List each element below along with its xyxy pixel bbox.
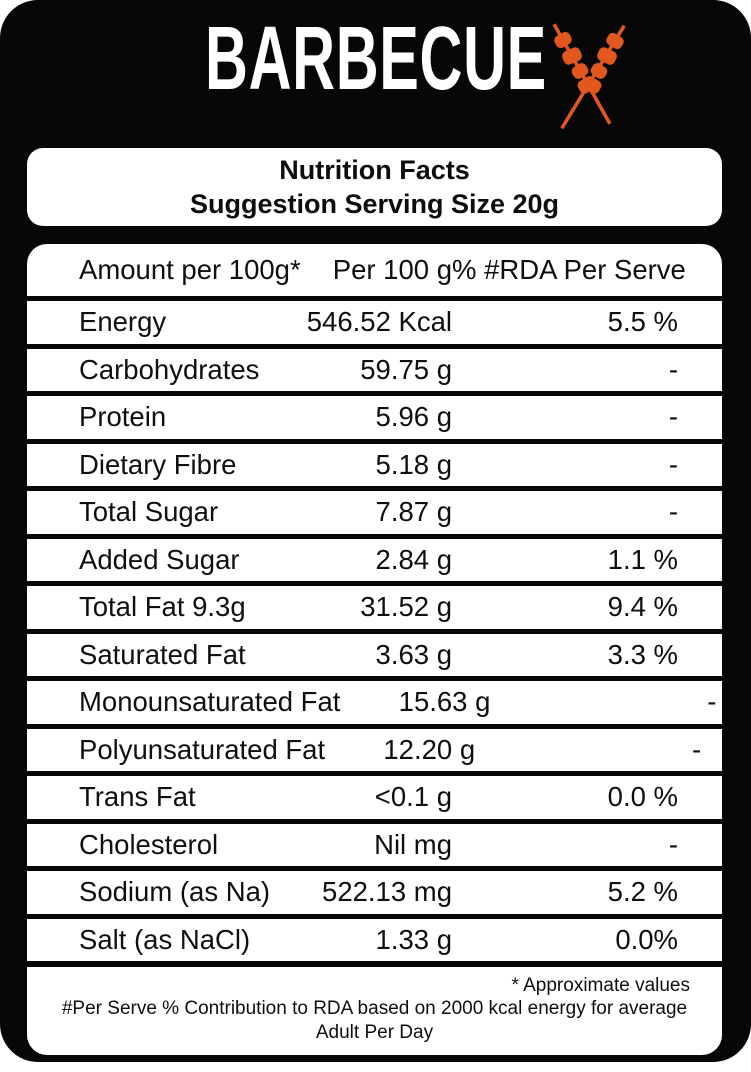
rda-value: 0.0 %	[607, 781, 678, 813]
col-header-rda: % #RDA Per Serve	[452, 254, 686, 285]
crossed-skewers-icon	[552, 23, 626, 130]
per100-value: 522.13 mg	[322, 876, 452, 908]
table-row: Energy 546.52 Kcal 5.5 %	[27, 301, 722, 344]
nutrient-label: Added Sugar	[79, 543, 240, 575]
nutrient-label: Polyunsaturated Fat	[79, 733, 326, 765]
footnotes-box: * Approximate values #Per Serve % Contri…	[27, 967, 722, 1055]
nutrient-label: Monounsaturated Fat	[79, 686, 341, 718]
nutrient-label: Carbohydrates	[79, 353, 260, 385]
rda-value: 5.5 %	[607, 306, 678, 338]
nutrient-label: Dietary Fibre	[79, 448, 237, 480]
nutrition-facts-box: Nutrition Facts Suggestion Serving Size …	[27, 148, 722, 226]
col-header-per100: Per 100 g	[332, 254, 452, 285]
table-row: Protein 5.96 g -	[27, 396, 722, 439]
col-header-amount: Amount per 100g*	[79, 254, 301, 285]
rda-value: 5.2 %	[607, 876, 678, 908]
nutrition-table-header: Amount per 100g* Per 100 g % #RDA Per Se…	[27, 244, 722, 296]
nutrient-label: Sodium (as Na)	[79, 876, 271, 908]
nutrient-label: Total Fat 9.3g	[79, 591, 246, 623]
per100-value: 1.33 g	[375, 923, 452, 955]
per100-value: 59.75 g	[360, 353, 452, 385]
brand-title: BARBECUE	[204, 9, 547, 109]
per100-value: 7.87 g	[375, 496, 452, 528]
per100-value: Nil mg	[374, 828, 452, 860]
table-row: Total Sugar 7.87 g -	[27, 491, 722, 534]
nutrition-table-body: Energy 546.52 Kcal 5.5 % Carbohydrates 5…	[27, 301, 722, 961]
rda-value: -	[691, 733, 702, 765]
per100-value: 15.63 g	[398, 686, 491, 718]
approximate-values-note: * Approximate values	[511, 975, 691, 996]
table-row: Monounsaturated Fat 15.63 g -	[27, 681, 722, 724]
table-row: Added Sugar 2.84 g 1.1 %	[27, 538, 722, 581]
rda-value: 3.3 %	[607, 638, 678, 670]
rda-value: -	[668, 353, 678, 385]
nutrient-label: Protein	[79, 401, 167, 433]
table-row: Dietary Fibre 5.18 g -	[27, 443, 722, 486]
table-row: Sodium (as Na) 522.13 mg 5.2 %	[27, 871, 722, 914]
serving-size-subtitle: Suggestion Serving Size 20g	[189, 189, 560, 219]
nutrient-label: Saturated Fat	[79, 638, 246, 670]
nutrient-label: Cholesterol	[79, 828, 219, 860]
per100-value: 3.63 g	[375, 638, 452, 670]
brand-header: BARBECUE	[0, 0, 751, 130]
per100-value: 546.52 Kcal	[306, 306, 452, 338]
nutrition-table: Amount per 100g* Per 100 g % #RDA Per Se…	[27, 244, 722, 961]
rda-value: -	[668, 401, 678, 433]
nutrient-label: Energy	[79, 306, 167, 338]
per100-value: 5.96 g	[375, 401, 452, 433]
rda-value: 0.0%	[615, 923, 678, 955]
table-row: Trans Fat <0.1 g 0.0 %	[27, 776, 722, 819]
table-row: Saturated Fat 3.63 g 3.3 %	[27, 633, 722, 676]
per100-value: 5.18 g	[375, 448, 452, 480]
rda-value: -	[668, 828, 678, 860]
nutrition-facts-title: Nutrition Facts	[279, 155, 470, 185]
rda-value: 1.1 %	[607, 543, 678, 575]
table-row: Total Fat 9.3g 31.52 g 9.4 %	[27, 586, 722, 629]
per100-value: 2.84 g	[375, 543, 452, 575]
table-row: Polyunsaturated Fat 12.20 g -	[27, 728, 722, 771]
rda-basis-note: #Per Serve % Contribution to RDA based o…	[61, 998, 688, 1043]
rda-value: -	[707, 686, 717, 718]
per100-value: <0.1 g	[374, 781, 452, 813]
nutrient-label: Total Sugar	[79, 496, 219, 528]
rda-value: -	[668, 496, 678, 528]
per100-value: 31.52 g	[360, 591, 452, 623]
table-row: Cholesterol Nil mg -	[27, 823, 722, 866]
rda-value: 9.4 %	[607, 591, 678, 623]
nutrient-label: Trans Fat	[79, 781, 196, 813]
rda-value: -	[668, 448, 678, 480]
table-row: Carbohydrates 59.75 g -	[27, 348, 722, 391]
per100-value: 12.20 g	[383, 733, 476, 765]
table-row: Salt (as NaCl) 1.33 g 0.0%	[27, 918, 722, 961]
nutrient-label: Salt (as NaCl)	[79, 923, 251, 955]
